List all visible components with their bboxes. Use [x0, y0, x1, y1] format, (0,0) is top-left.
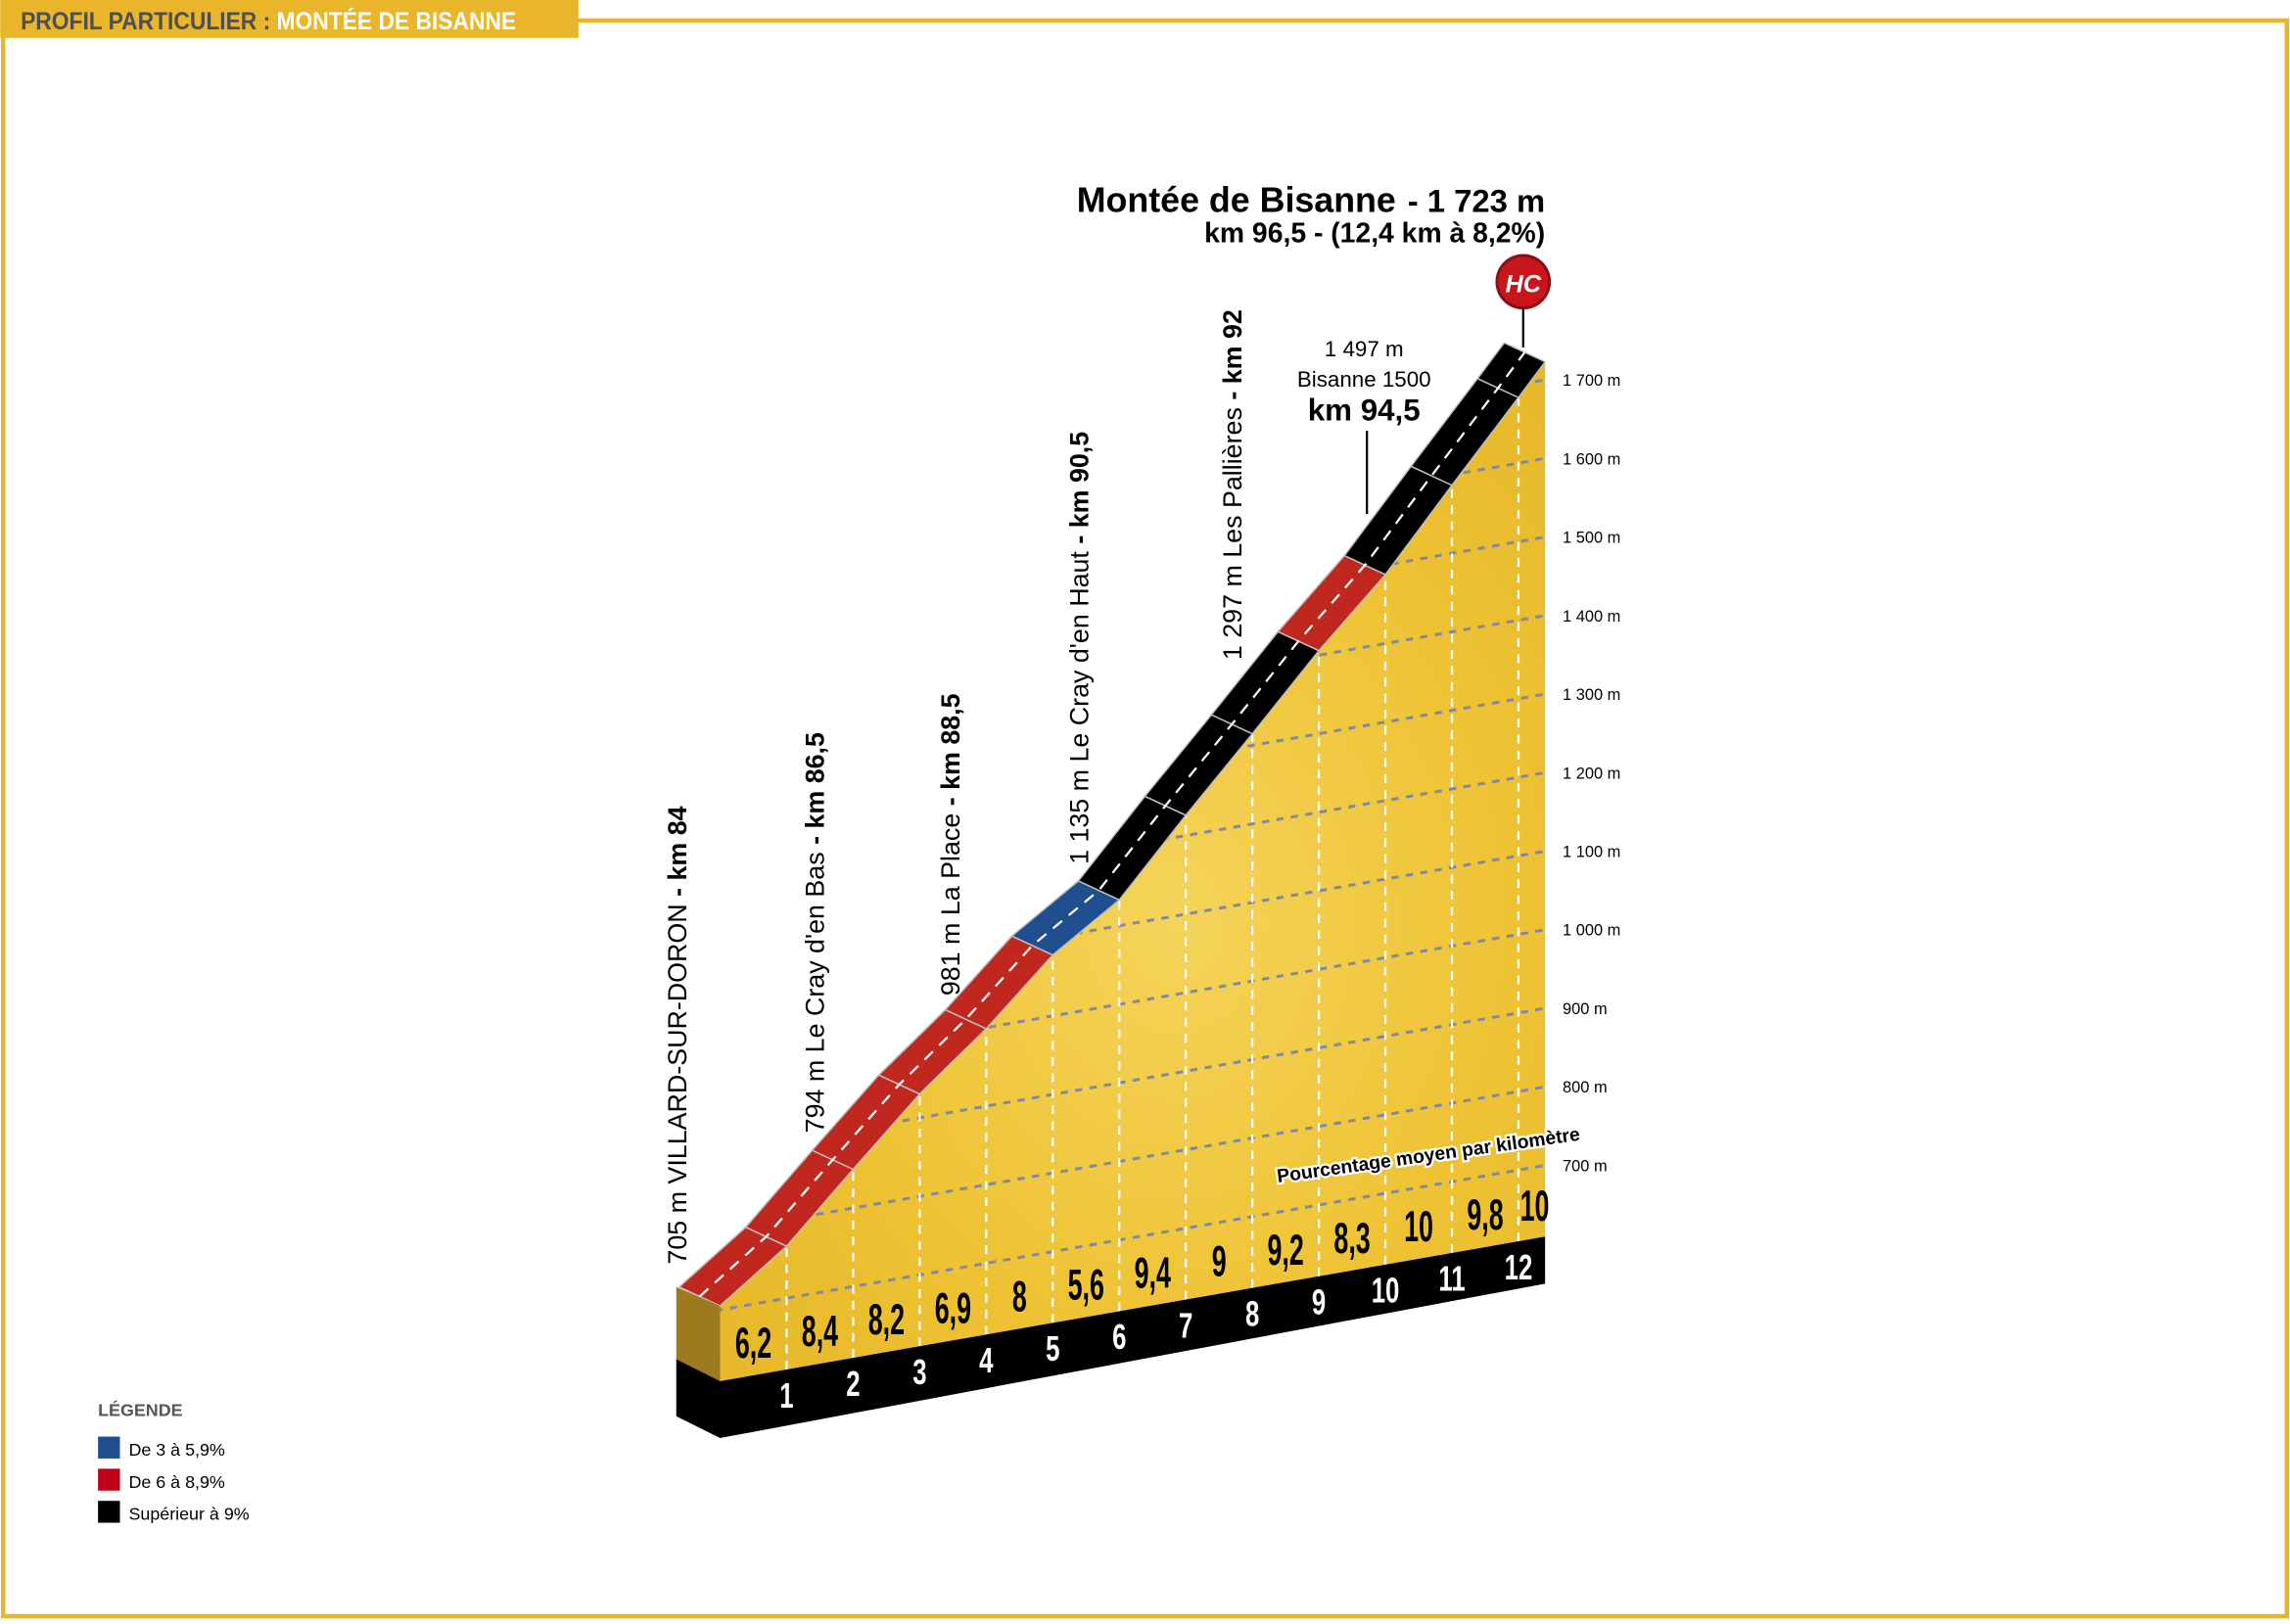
gradient-label: 10 [1520, 1182, 1550, 1230]
place-label-pallieres: 1 297 m Les Pallières - km 92 [1218, 309, 1247, 660]
elevation-tick-label: 1 300 m [1563, 686, 1620, 704]
place-label-villard: 705 m VILLARD-SUR-DORON - km 84 [663, 806, 692, 1264]
km-tick-label: 1 [779, 1376, 793, 1415]
frame-border [0, 18, 2290, 1619]
elevation-tick-label: 1 200 m [1563, 765, 1620, 782]
km-tick-label: 8 [1245, 1294, 1259, 1333]
bisanne1500-km: km 94,5 [1308, 394, 1421, 428]
header-title: PROFIL PARTICULIER : MONTÉE DE BISANNE [21, 7, 516, 35]
bisanne1500-elevation: 1 497 m [1325, 337, 1404, 361]
gradient-label: 6,2 [735, 1319, 771, 1368]
header-climb-name: MONTÉE DE BISANNE [277, 7, 517, 35]
gradient-label: 8,3 [1333, 1214, 1370, 1263]
legend-label: De 6 à 8,9% [128, 1472, 224, 1492]
summit-subtitle: km 96,5 - (12,4 km à 8,2%) [1204, 218, 1545, 250]
legend: LÉGENDE De 3 à 5,9% De 6 à 8,9% Supérieu… [98, 1400, 250, 1524]
place-label-cray-haut: 1 135 m Le Cray d'en Haut - km 90,5 [1064, 432, 1094, 864]
hc-category-badge: HC [1495, 254, 1552, 310]
elevation-tick-label: 1 000 m [1563, 922, 1620, 940]
summit-name: Montée de Bisanne [1077, 180, 1396, 219]
gradient-label: 8,2 [868, 1295, 905, 1344]
elevation-tick-label: 1 500 m [1563, 530, 1620, 547]
gradient-label: 8 [1012, 1272, 1027, 1321]
elevation-tick-label: 700 m [1563, 1157, 1608, 1175]
km-tick-label: 6 [1112, 1318, 1126, 1357]
legend-title: LÉGENDE [98, 1400, 182, 1420]
elevation-tick-label: 800 m [1563, 1079, 1608, 1096]
legend-swatch-blue [98, 1436, 120, 1459]
gradient-label: 5,6 [1068, 1260, 1104, 1309]
road-centerline [698, 351, 1526, 1298]
gradient-label: 8,4 [802, 1307, 839, 1356]
elevation-tick-label: 900 m [1563, 1000, 1608, 1018]
header-prefix: PROFIL PARTICULIER : [21, 8, 276, 35]
elevation-tick-label: 1 600 m [1563, 450, 1620, 468]
gradient-label: 9,2 [1267, 1226, 1303, 1275]
place-label-la-place: 981 m La Place - km 88,5 [936, 693, 965, 996]
legend-label: De 3 à 5,9% [128, 1440, 224, 1460]
elevation-gridline [720, 1006, 1546, 1158]
km-tick-label: 12 [1505, 1248, 1533, 1287]
gradient-label: 9,8 [1467, 1190, 1503, 1239]
km-tick-label: 7 [1179, 1306, 1192, 1345]
gradient-label: 10 [1404, 1202, 1433, 1251]
summit-title: Montée de Bisanne - 1 723 m [1077, 180, 1545, 219]
base-band-front [720, 1236, 1546, 1439]
km-tick-label: 2 [846, 1365, 860, 1404]
legend-swatch-black [98, 1501, 120, 1523]
base-side-wall [676, 1286, 721, 1381]
elevation-gridline [720, 850, 1546, 1001]
legend-label: Supérieur à 9% [128, 1505, 249, 1524]
gradient-label: 6,9 [935, 1283, 971, 1332]
header-tab [0, 0, 579, 38]
elevation-tick-label: 1 400 m [1563, 608, 1620, 626]
elevation-gridline [720, 1164, 1546, 1315]
summit-elevation: - 1 723 m [1408, 182, 1545, 218]
gradient-label: 9 [1212, 1237, 1227, 1286]
km-tick-label: 9 [1312, 1282, 1326, 1322]
bisanne1500-name: Bisanne 1500 [1297, 367, 1431, 392]
km-tick-label: 11 [1438, 1260, 1465, 1299]
legend-swatch-red [98, 1468, 120, 1491]
hc-label: HC [1505, 270, 1541, 298]
km-tick-label: 4 [979, 1341, 994, 1380]
km-tick-label: 3 [912, 1353, 926, 1392]
place-label-cray-bas: 794 m Le Cray d'en Bas - km 86,5 [800, 732, 829, 1133]
elevation-gridline [720, 1085, 1546, 1236]
elevation-tick-label: 1 700 m [1563, 372, 1620, 390]
km-tick-label: 5 [1046, 1329, 1059, 1369]
km-tick-label: 10 [1372, 1271, 1400, 1310]
elevation-tick-label: 1 100 m [1563, 843, 1620, 860]
terrain-fill [720, 361, 1546, 1381]
base-band-side [676, 1359, 721, 1439]
gradient-label: 9,4 [1135, 1249, 1172, 1298]
elevation-gridline [720, 928, 1546, 1080]
